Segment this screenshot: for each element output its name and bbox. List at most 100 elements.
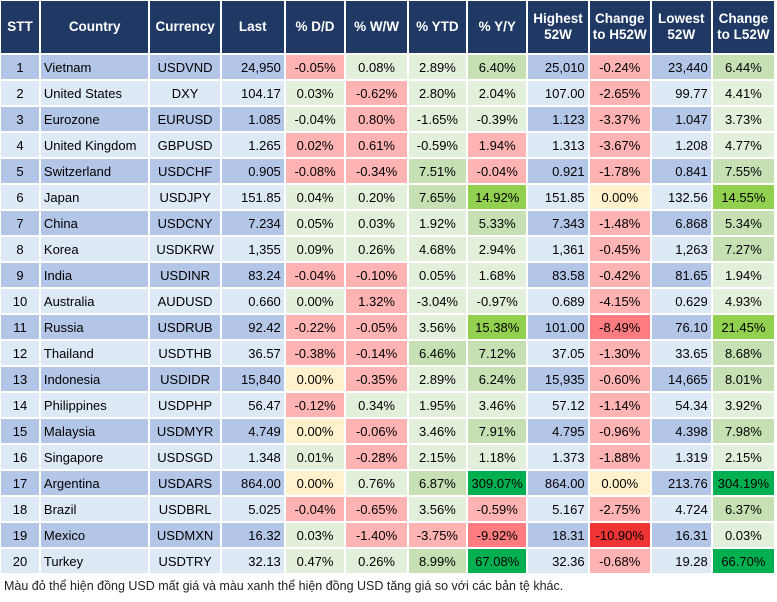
cell-chh: -0.42%: [589, 263, 650, 287]
cell-low: 1.319: [651, 445, 711, 469]
cell-last: 0.905: [221, 159, 284, 183]
cell-high: 1,361: [528, 237, 588, 261]
cell-low: 0.629: [651, 289, 711, 313]
cell-country: Australia: [40, 289, 149, 313]
cell-yy: -0.04%: [467, 159, 527, 183]
cell-high: 107.00: [528, 81, 588, 105]
cell-low: 0.841: [651, 159, 711, 183]
cell-chl: 8.68%: [712, 341, 774, 365]
cell-chl: 5.34%: [712, 211, 774, 235]
cell-yy: 2.94%: [467, 237, 527, 261]
table-row: 16 Singapore USDSGD 1.348 0.01% -0.28% 2.15% 1.…: [1, 445, 774, 469]
cell-chl: 4.77%: [712, 133, 774, 157]
cell-dd: 0.03%: [285, 523, 345, 547]
cell-low: 1.047: [651, 107, 711, 131]
cell-stt: 9: [1, 263, 39, 287]
cell-last: 92.42: [221, 315, 284, 339]
cell-high: 83.58: [528, 263, 588, 287]
header-last: Last: [221, 1, 284, 53]
cell-last: 5.025: [221, 497, 284, 521]
cell-currency: USDRUB: [150, 315, 220, 339]
cell-high: 18.31: [528, 523, 588, 547]
cell-ww: -0.05%: [346, 315, 407, 339]
cell-chl: 0.03%: [712, 523, 774, 547]
table-row: 4 United Kingdom GBPUSD 1.265 0.02% 0.61% -0.5…: [1, 133, 774, 157]
cell-dd: -0.04%: [285, 107, 345, 131]
cell-country: Indonesia: [40, 367, 149, 391]
cell-ww: 0.26%: [346, 237, 407, 261]
cell-chl: 66.70%: [712, 549, 774, 573]
cell-dd: 0.00%: [285, 289, 345, 313]
cell-country: United States: [40, 81, 149, 105]
cell-stt: 2: [1, 81, 39, 105]
cell-ww: 0.61%: [346, 133, 407, 157]
cell-ytd: -0.59%: [408, 133, 466, 157]
cell-high: 151.85: [528, 185, 588, 209]
cell-chh: -0.45%: [589, 237, 650, 261]
cell-high: 5.167: [528, 497, 588, 521]
cell-low: 132.56: [651, 185, 711, 209]
cell-ytd: 6.46%: [408, 341, 466, 365]
cell-currency: USDMYR: [150, 419, 220, 443]
cell-dd: 0.03%: [285, 81, 345, 105]
cell-currency: USDPHP: [150, 393, 220, 417]
cell-country: Argentina: [40, 471, 149, 495]
cell-yy: 14.92%: [467, 185, 527, 209]
header-chh: Change to H52W: [589, 1, 650, 53]
header-row: STT Country Currency Last% D/D% W/W% YTD% Y…: [1, 1, 774, 53]
cell-yy: -9.92%: [467, 523, 527, 547]
cell-chh: 0.00%: [589, 471, 650, 495]
cell-last: 24,950: [221, 55, 284, 79]
cell-chh: -0.96%: [589, 419, 650, 443]
cell-chl: 6.44%: [712, 55, 774, 79]
cell-high: 25,010: [528, 55, 588, 79]
cell-low: 213.76: [651, 471, 711, 495]
cell-country: Korea: [40, 237, 149, 261]
cell-country: Vietnam: [40, 55, 149, 79]
cell-ytd: 8.99%: [408, 549, 466, 573]
cell-dd: 0.00%: [285, 367, 345, 391]
cell-ww: -0.06%: [346, 419, 407, 443]
cell-ww: -0.35%: [346, 367, 407, 391]
cell-stt: 8: [1, 237, 39, 261]
cell-last: 32.13: [221, 549, 284, 573]
cell-stt: 4: [1, 133, 39, 157]
cell-chl: 14.55%: [712, 185, 774, 209]
cell-last: 151.85: [221, 185, 284, 209]
cell-low: 19.28: [651, 549, 711, 573]
cell-last: 864.00: [221, 471, 284, 495]
cell-ww: 0.20%: [346, 185, 407, 209]
currency-table: STT Country Currency Last% D/D% W/W% YTD% Y…: [1, 1, 774, 573]
cell-chl: 21.45%: [712, 315, 774, 339]
cell-low: 76.10: [651, 315, 711, 339]
cell-yy: -0.39%: [467, 107, 527, 131]
cell-yy: 3.46%: [467, 393, 527, 417]
cell-stt: 16: [1, 445, 39, 469]
cell-dd: 0.01%: [285, 445, 345, 469]
cell-ytd: 3.46%: [408, 419, 466, 443]
cell-stt: 10: [1, 289, 39, 313]
cell-last: 56.47: [221, 393, 284, 417]
cell-low: 14,665: [651, 367, 711, 391]
cell-low: 54.34: [651, 393, 711, 417]
cell-currency: USDCNY: [150, 211, 220, 235]
cell-yy: 67.08%: [467, 549, 527, 573]
header-ytd: % YTD: [408, 1, 466, 53]
cell-low: 33.65: [651, 341, 711, 365]
cell-currency: AUDUSD: [150, 289, 220, 313]
cell-ytd: 6.87%: [408, 471, 466, 495]
table-row: 3 Eurozone EURUSD 1.085 -0.04% 0.80% -1.65% -0.…: [1, 107, 774, 131]
cell-dd: 0.02%: [285, 133, 345, 157]
cell-country: India: [40, 263, 149, 287]
cell-last: 83.24: [221, 263, 284, 287]
cell-chh: -2.65%: [589, 81, 650, 105]
cell-stt: 17: [1, 471, 39, 495]
cell-high: 57.12: [528, 393, 588, 417]
cell-ww: 0.80%: [346, 107, 407, 131]
table-row: 2 United States DXY 104.17 0.03% -0.62% 2.80% 2…: [1, 81, 774, 105]
table-row: 7 China USDCNY 7.234 0.05% 0.03% 1.92% 5.33% 7.3…: [1, 211, 774, 235]
cell-stt: 18: [1, 497, 39, 521]
cell-yy: 7.91%: [467, 419, 527, 443]
cell-high: 0.921: [528, 159, 588, 183]
header-ww: % W/W: [346, 1, 407, 53]
